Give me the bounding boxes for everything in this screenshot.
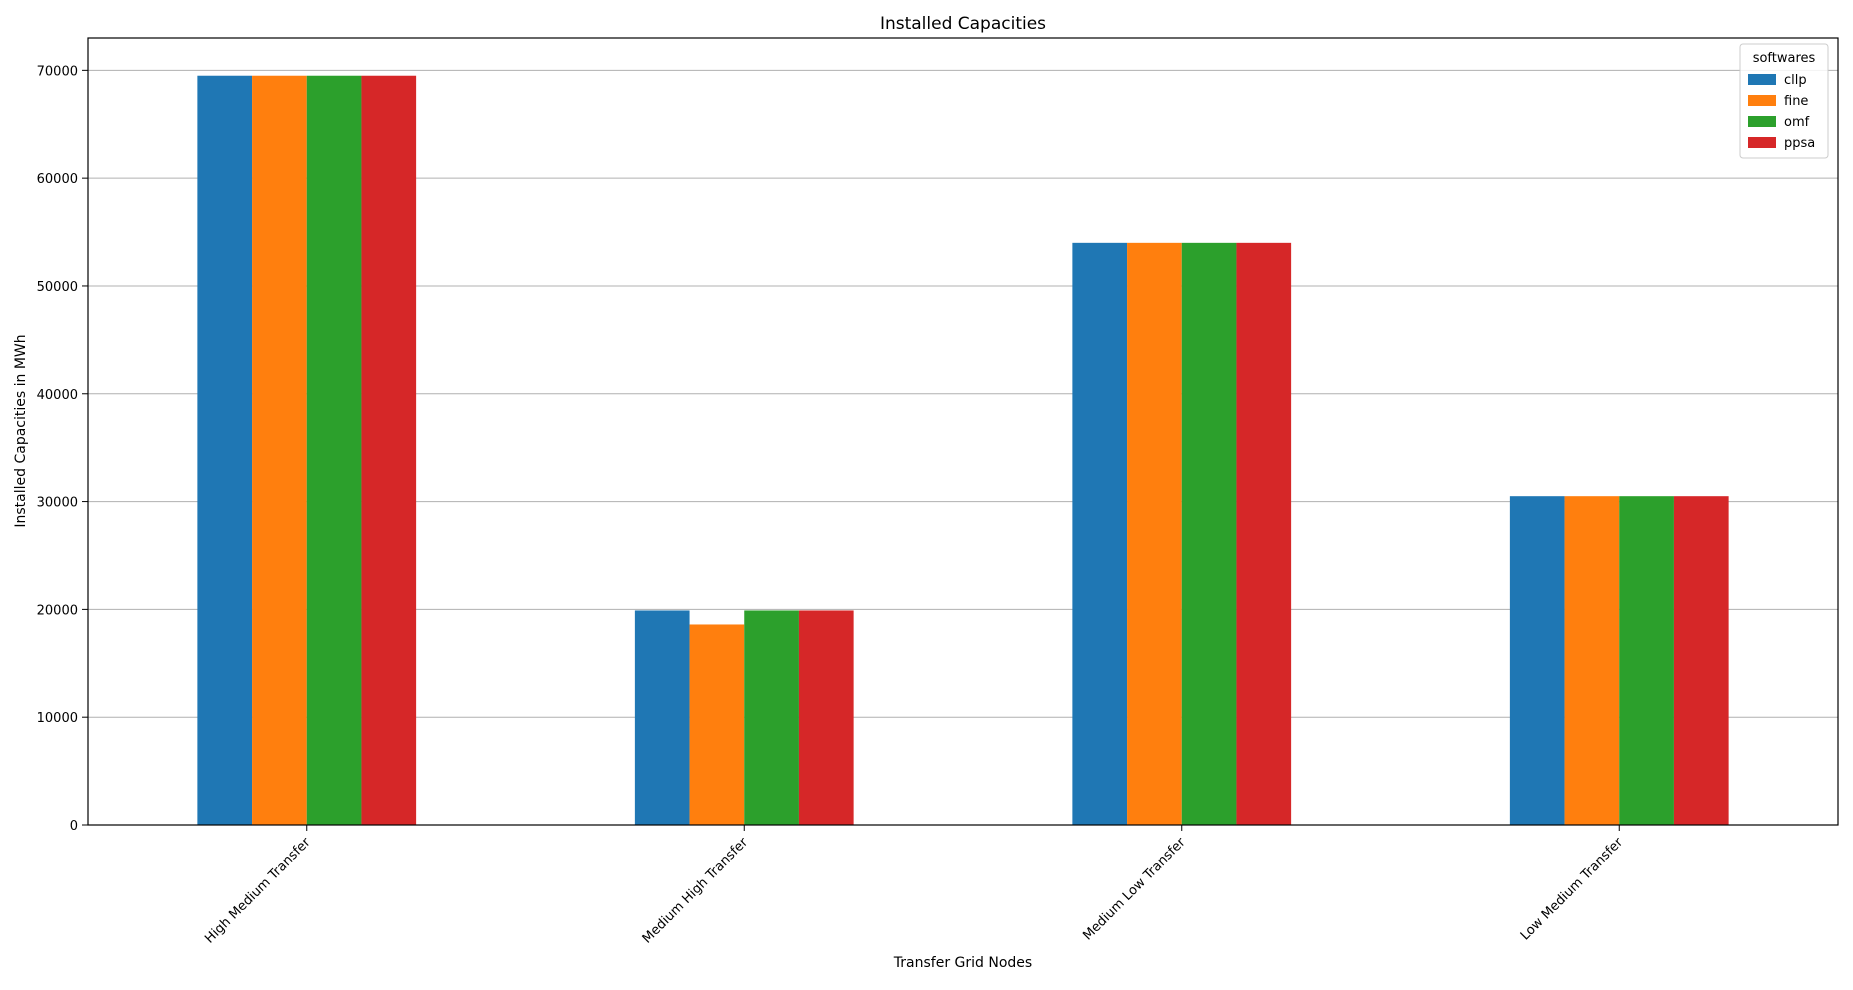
bar-omf [1619,496,1674,825]
y-tick-label: 10000 [37,711,78,726]
bar-cllp [634,610,690,825]
bar-omf [744,610,799,825]
bar-omf [1181,242,1237,825]
legend-label-ppsa: ppsa [1784,136,1815,151]
bar-ppsa [798,610,854,825]
y-tick-label: 60000 [37,172,78,187]
x-tick-label: Low Medium Transfer [1518,835,1627,944]
y-axis-ticks: 0 10000 20000 30000 40000 50000 60000 70000 [37,64,88,834]
plot-frame [87,37,1839,826]
x-tick-label: Medium Low Transfer [1080,835,1189,944]
y-tick-label: 0 [70,819,78,834]
x-axis-label: Transfer Grid Nodes [893,955,1032,971]
legend-box [1739,43,1829,159]
legend: softwares cllp fine omf ppsa [1739,43,1829,159]
legend-label-fine: fine [1784,94,1808,109]
legend-swatch-omf [1748,116,1776,127]
y-tick-label: 40000 [37,388,78,403]
bar-fine [1564,496,1620,825]
bar-cllp [197,75,253,825]
x-tick-label: Medium High Transfer [640,835,752,947]
legend-swatch-fine [1748,95,1776,106]
bar-cllp [1509,496,1565,825]
y-tick-label: 50000 [37,280,78,295]
legend-swatch-ppsa [1748,137,1776,148]
legend-title: softwares [1753,51,1816,66]
y-tick-label: 30000 [37,496,78,511]
bar-fine [689,624,745,825]
legend-label-cllp: cllp [1784,73,1807,88]
bar-fine [1127,242,1182,825]
bar-ppsa [361,75,417,825]
bar-cllp [1072,242,1128,825]
legend-label-omf: omf [1784,115,1810,130]
x-tick-label: High Medium Transfer [202,835,314,947]
y-tick-label: 20000 [37,603,78,618]
y-tick-label: 70000 [37,64,78,79]
bar-fine [252,75,307,825]
x-axis-ticks: High Medium Transfer Medium High Transfer… [202,825,1627,947]
bar-ppsa [1236,242,1292,825]
chart-title: Installed Capacities [880,14,1046,34]
bars [197,75,1729,825]
bar-ppsa [1673,496,1729,825]
y-axis-label: Installed Capacities in MWh [13,334,29,527]
bar-omf [306,75,362,825]
legend-swatch-cllp [1748,74,1776,85]
